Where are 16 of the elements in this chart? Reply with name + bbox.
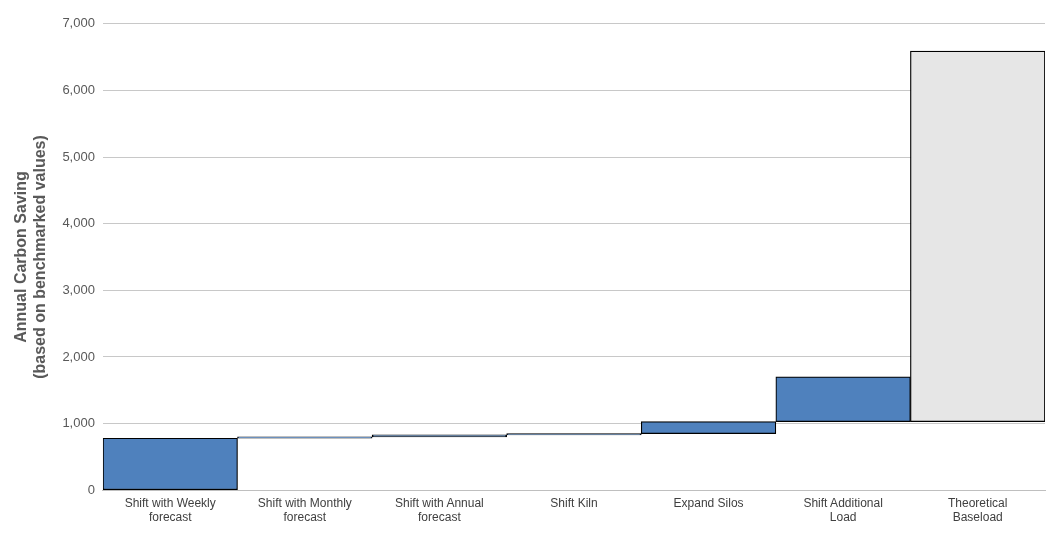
y-tick-label: 3,000: [62, 281, 95, 297]
y-tick-label: 7,000: [62, 15, 95, 31]
y-tick-label: 6,000: [62, 82, 95, 98]
y-tick-label: 4,000: [62, 215, 95, 231]
x-tick-label: Theoretical Baseload: [948, 495, 1008, 525]
x-tick-label: Shift Kiln: [550, 495, 598, 510]
x-tick-label: Shift with Annual forecast: [395, 495, 484, 525]
y-tick-label: 2,000: [62, 348, 95, 364]
y-tick-label: 0: [87, 481, 95, 497]
x-tick-label: Shift with Monthly forecast: [257, 495, 352, 525]
y-tick-label: 5,000: [62, 148, 95, 164]
x-tick-label: Shift with Weekly forecast: [124, 495, 216, 525]
x-tick-label: Expand Silos: [673, 495, 744, 510]
y-axis-title: Annual Carbon Saving (based on benchmarked values): [12, 135, 49, 379]
y-tick-label: 1,000: [62, 415, 95, 431]
x-tick-label: Shift Additional Load: [803, 495, 883, 525]
